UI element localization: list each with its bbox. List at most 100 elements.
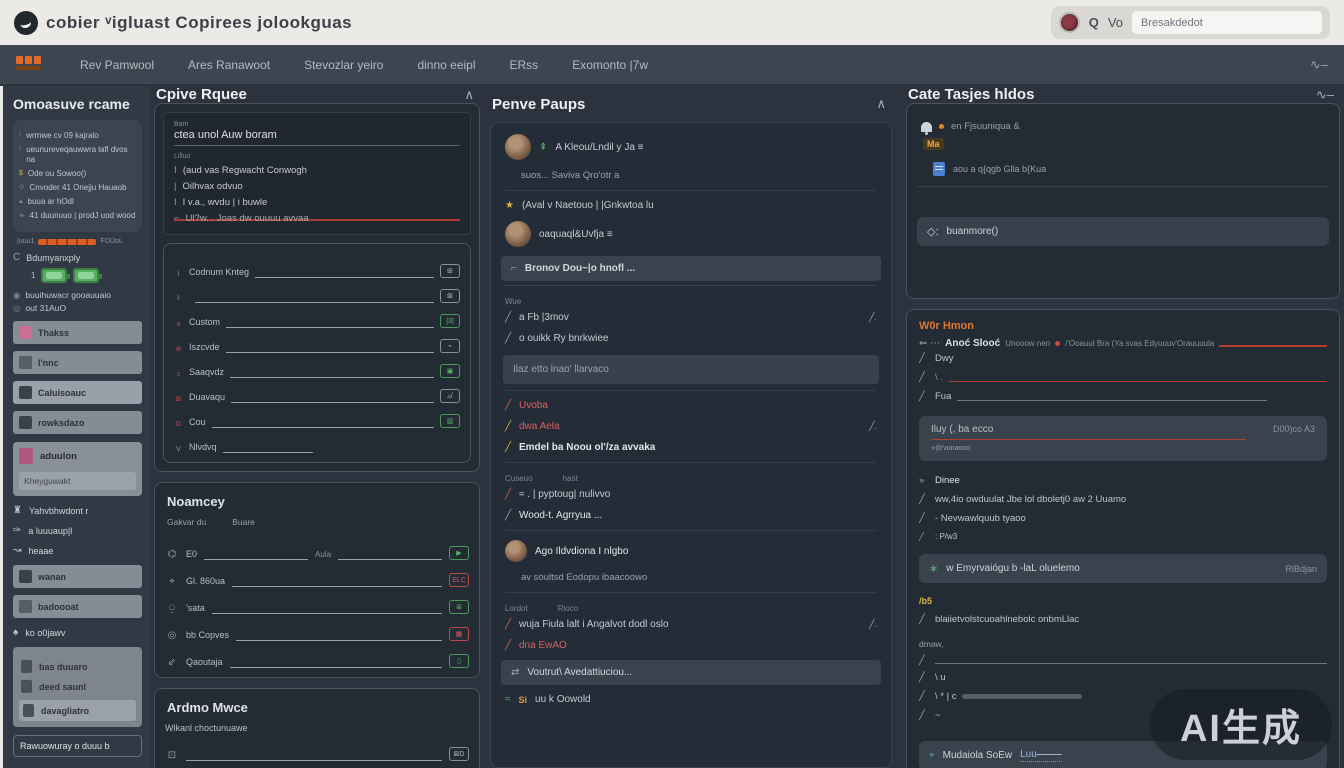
option-row[interactable]: ╱: P/w3 bbox=[919, 532, 958, 541]
edit-icon[interactable]: ╱. bbox=[869, 421, 877, 431]
option-row[interactable]: ╱ ≈ . | pyptoug| nulivvo bbox=[505, 489, 611, 500]
option-row-alert[interactable]: ╱ dna EwAO bbox=[505, 640, 567, 651]
input-line[interactable] bbox=[195, 290, 434, 303]
sidebar-bottom-link[interactable]: Rawuowuray o duuu b bbox=[13, 735, 142, 757]
input-line[interactable] bbox=[222, 440, 313, 453]
sub-row[interactable]: suos... Saviva Qro'otr a bbox=[521, 170, 620, 181]
sidebar-block-row[interactable]: davagliatro bbox=[19, 700, 136, 721]
option-row[interactable]: ╱ ~ bbox=[919, 710, 941, 721]
option-row[interactable]: ╱ - Nevwawlquub tyaoo bbox=[919, 513, 1026, 524]
inline-input[interactable]: Ilaz etto lnao' llarvaco bbox=[503, 355, 879, 384]
form-row[interactable]: ᵟ ⊠ bbox=[174, 278, 460, 303]
sub-row[interactable]: av soultsd Eodopu ibaacoowo bbox=[521, 572, 648, 583]
search-bar[interactable]: Q Vo Bresakdedot bbox=[1050, 6, 1330, 39]
setting-row[interactable]: ◎ bb Copves ▦ bbox=[165, 614, 469, 641]
list-row[interactable]: ★ (Aval v Naetouo | |Gnkwtoa lu bbox=[505, 200, 654, 211]
document-row[interactable]: aou a q{qgb Glla b{Kua bbox=[917, 156, 1329, 187]
edit-icon[interactable]: ╱. bbox=[869, 312, 877, 322]
input-line[interactable] bbox=[232, 575, 442, 587]
form-row[interactable]: ⌇ Codnum Knteg ⊞ bbox=[174, 253, 460, 278]
option-row-alert[interactable]: ╱ Uvoba bbox=[505, 400, 548, 411]
form-row[interactable]: G Cou ▥ bbox=[174, 403, 460, 428]
option-row[interactable]: ╱ ww,4io owduulat Jbe lol dboletj0 aw 2 U… bbox=[919, 494, 1127, 505]
sidebar-link[interactable]: ♜ Yahvbhwdont r bbox=[13, 505, 89, 516]
list-item[interactable]: ⵏ (aud vas Regwacht Conwogh bbox=[174, 165, 307, 176]
setting-row[interactable]: ⍜'sata ≣ bbox=[165, 587, 469, 614]
logo[interactable]: cobier ᵛigluast Copirees jolookguas bbox=[14, 10, 352, 35]
action-row[interactable]: ◇: buanmore() bbox=[917, 217, 1329, 246]
form-row[interactable]: s Saaqvdz ▣ bbox=[174, 353, 460, 378]
sidebar-link[interactable]: ♠ ko o0jawv bbox=[13, 627, 66, 638]
sidebar-link[interactable]: ✑ a luuuaup|l bbox=[13, 525, 73, 536]
highlighted-row[interactable]: ⌐ Bronov Dou~|o hnofl ... bbox=[501, 256, 881, 281]
setting-row[interactable]: ⌖ Gl. 860ua ELC bbox=[165, 560, 469, 587]
sidebar-item[interactable]: ⟐ Cnvoder 41 Onejju Hauaob bbox=[19, 183, 127, 192]
link-text[interactable]: Luu⎯⎯⎯⎯⎯ bbox=[1020, 749, 1062, 762]
sidebar-button-innc[interactable]: I'nnc bbox=[13, 351, 142, 374]
sidebar-item[interactable]: ▴ buua ar hOdl bbox=[19, 197, 74, 206]
input-line[interactable] bbox=[229, 656, 442, 668]
option-row[interactable]: ╱ \ * | c bbox=[919, 687, 1327, 706]
app-grid-icon[interactable] bbox=[16, 55, 46, 74]
sidebar-button-caluisoauc[interactable]: Caluisoauc bbox=[13, 381, 142, 404]
option-row-alert[interactable]: ╱ dwa Aela ╱. bbox=[505, 421, 877, 432]
notification-row[interactable]: en Fjsuuniqua & bbox=[917, 113, 1329, 135]
setting-row[interactable]: ⇙ Qaoutaja ▯ bbox=[165, 641, 469, 668]
edit-icon[interactable]: ╱. bbox=[869, 619, 877, 629]
list-item-alert[interactable]: ⌐ Ul?w... Joas dw ouuuu avvaa bbox=[174, 213, 460, 224]
nav-item-5[interactable]: ERss bbox=[509, 57, 539, 72]
form-row[interactable]: ᐯ Nlvdvq bbox=[174, 428, 460, 453]
form-row[interactable]: a Custom |3| bbox=[174, 303, 460, 328]
input-line[interactable] bbox=[204, 548, 308, 560]
meta-row[interactable]: ⇐ ⋯ Anoć Slooć Unooow nen /'Ooauul Bra (… bbox=[919, 338, 1327, 349]
input-line[interactable] bbox=[186, 749, 442, 761]
collapse-chevron-icon[interactable]: ∧ bbox=[464, 86, 474, 102]
highlighted-row[interactable]: ∗ w Emyrvaiógu b -laL oluelemo RlBdjan bbox=[919, 554, 1327, 583]
list-item[interactable]: | Oilhvax odvuo bbox=[174, 181, 243, 192]
option-row[interactable]: ╱ Emdel ba Noou ol'/za avvaka bbox=[505, 442, 656, 453]
option-row[interactable]: ╱ wuja Fiula lalt i Angalvot dodl oslo ╱. bbox=[505, 619, 877, 630]
setting-row[interactable]: ⌬ E0 Aula ▶ bbox=[165, 533, 469, 560]
input-line[interactable] bbox=[255, 265, 434, 278]
person-row[interactable]: Ago Ildvdiona I nlgbo bbox=[491, 535, 891, 567]
user-avatar[interactable] bbox=[1058, 12, 1080, 33]
input-line[interactable] bbox=[211, 415, 434, 428]
inline-field-box[interactable]: Iluy (, ba ecco D00)co A3 ⟡(b'vunaooo bbox=[919, 416, 1327, 461]
sidebar-section[interactable]: C Bdumyanxply bbox=[13, 252, 81, 263]
setting-row[interactable]: ⌂KasuvyuS0 bbox=[165, 761, 469, 768]
input-line[interactable] bbox=[338, 548, 442, 560]
sidebar-item[interactable]: ⌯ 41 duunuuo | prodJ uod wood bbox=[19, 211, 136, 220]
option-row[interactable]: ╱ a Fb |3mov ╱. bbox=[505, 312, 877, 323]
option-row[interactable]: ╱ \ . bbox=[919, 368, 1327, 387]
input-line[interactable] bbox=[225, 340, 434, 353]
sidebar-button-badoooat[interactable]: badoooat bbox=[13, 595, 142, 618]
option-row[interactable]: ≈ Si uu k Oowold bbox=[505, 694, 591, 705]
input-line[interactable] bbox=[226, 315, 434, 328]
person-row[interactable]: ⇞ A Kleou/Lndil y Ja ≡ bbox=[491, 129, 891, 165]
option-row[interactable]: ╱ Fua bbox=[919, 387, 1327, 406]
sidebar-subrow[interactable]: Kheyguwakt bbox=[19, 472, 136, 490]
input-line[interactable] bbox=[211, 602, 442, 614]
tools-icon[interactable]: ∿‒ bbox=[1309, 56, 1328, 72]
sidebar-item[interactable]: ⁝ wrmwe cv 09 kajralo bbox=[19, 131, 99, 140]
nav-item-2[interactable]: Ares Ranawoot bbox=[188, 57, 271, 72]
option-row[interactable]: ╱ Wood-t. Agrryua ... bbox=[505, 510, 603, 521]
highlighted-row[interactable]: ⇄ Voutrut\ Avedattiuciou... bbox=[501, 660, 881, 685]
nav-item-3[interactable]: Stevozlar yeiro bbox=[304, 57, 384, 72]
sidebar-block-row[interactable]: deed saunl bbox=[21, 680, 134, 693]
option-row[interactable]: ╱ bbox=[919, 653, 1327, 668]
sidebar-link[interactable]: ↝ heaae bbox=[13, 545, 54, 556]
sidebar-button-wanan[interactable]: wanan bbox=[13, 565, 142, 588]
sidebar-block-row[interactable]: bas duuaro bbox=[21, 660, 134, 673]
field-value[interactable]: ctea unol Auw boram bbox=[174, 129, 460, 146]
nav-item-6[interactable]: Exomonto |7w bbox=[572, 57, 649, 72]
setting-row[interactable]: ⊡ ⊠D bbox=[165, 734, 469, 761]
person-row[interactable]: oaquaql&Uvfja ≡ bbox=[491, 216, 891, 252]
sidebar-button-thakss[interactable]: Thakss bbox=[13, 321, 142, 344]
option-row-warning[interactable]: /b5 bbox=[919, 596, 933, 606]
form-row[interactable]: ⊗ Iszcvde ⌁ bbox=[174, 328, 460, 353]
sidebar-item[interactable]: $ Ode ou Sowoo() bbox=[19, 169, 87, 178]
option-row[interactable]: » Dinee bbox=[919, 475, 960, 486]
option-row[interactable]: ╱ Dwy bbox=[919, 353, 954, 364]
